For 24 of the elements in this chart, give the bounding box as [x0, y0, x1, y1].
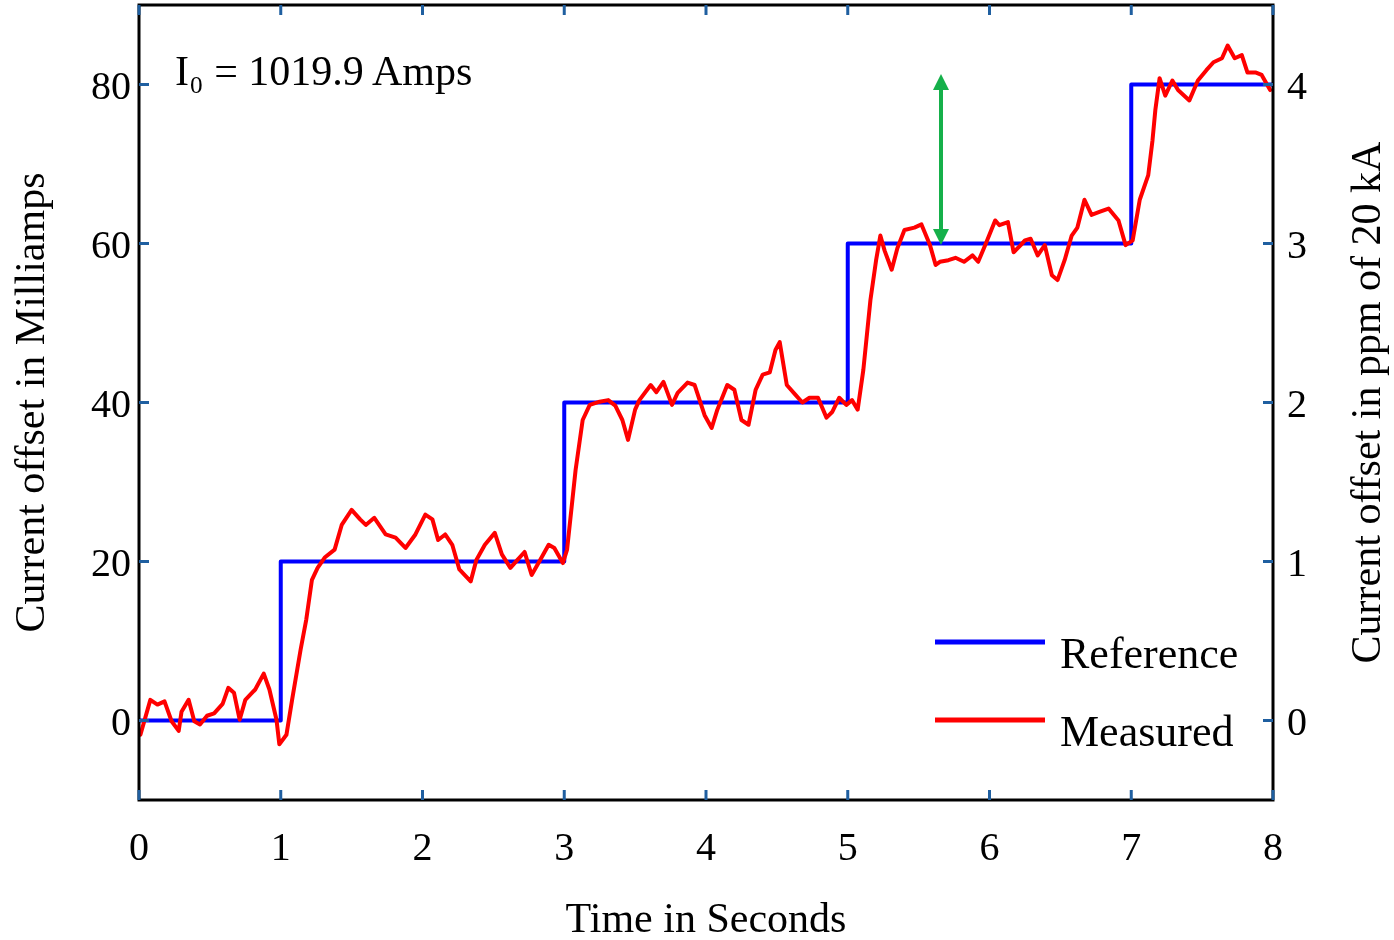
y2-tick-label: 4: [1287, 62, 1307, 108]
legend-label: Measured: [1060, 707, 1234, 756]
annotation: I₀ = 1019.9 Amps: [175, 48, 473, 94]
legend-label: Reference: [1060, 629, 1239, 678]
y-tick-label: 40: [91, 380, 131, 426]
x-tick-label: 4: [696, 824, 716, 869]
x-tick-label: 1: [270, 824, 291, 869]
y2-tick-label: 2: [1287, 380, 1307, 426]
y2-tick-label: 3: [1287, 221, 1307, 267]
x-tick-label: 6: [979, 824, 1000, 869]
y-tick-label: 0: [111, 698, 131, 744]
y2-tick-label: 1: [1287, 539, 1307, 585]
x-tick-label: 3: [554, 824, 575, 869]
y2-tick-label: 0: [1287, 698, 1307, 744]
x-tick-label: 2: [412, 824, 433, 869]
y-tick-label: 60: [91, 221, 131, 267]
y-tick-label: 20: [91, 539, 131, 585]
y-tick-label: 80: [91, 62, 131, 108]
y-axis-title: Current offset in Milliamps: [7, 172, 53, 633]
x-tick-label: 7: [1121, 824, 1142, 869]
x-axis-title: Time in Seconds: [565, 895, 847, 940]
x-tick-label: 8: [1263, 824, 1283, 869]
y2-axis-title: Current offset in ppm of 20 kA: [1343, 140, 1389, 664]
x-tick-label: 5: [837, 824, 858, 869]
